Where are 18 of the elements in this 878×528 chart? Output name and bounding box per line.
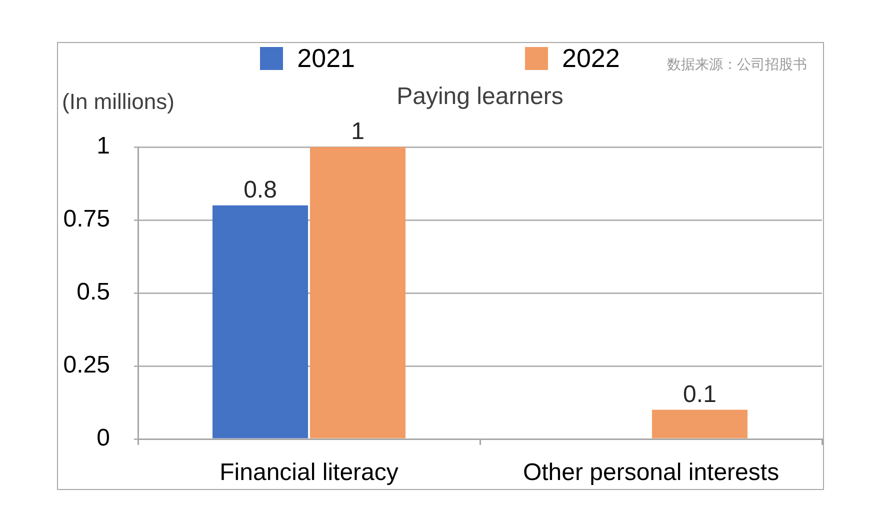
data-label: 0.1 [683,380,716,408]
chart-title: Paying learners [396,83,564,110]
data-label: 1 [351,118,364,145]
y-tick-label: 0.75 [63,206,110,233]
y-axis-title: (In millions) [62,89,174,115]
bar [652,410,748,438]
y-tick-label: 0 [96,424,110,452]
y-tick-label: 0.5 [76,278,110,306]
y-tick-label: 1 [96,132,110,160]
legend-label: 2022 [562,43,620,73]
y-tick-label: 0.25 [63,352,110,379]
x-tick-label: Financial literacy [220,459,398,486]
source-note: 数据来源：公司招股书 [667,55,807,74]
data-label: 0.8 [244,176,277,204]
bar [212,205,308,438]
bar [310,147,406,438]
legend-label: 2021 [297,43,355,73]
x-tick-label: Other personal interests [522,459,780,486]
